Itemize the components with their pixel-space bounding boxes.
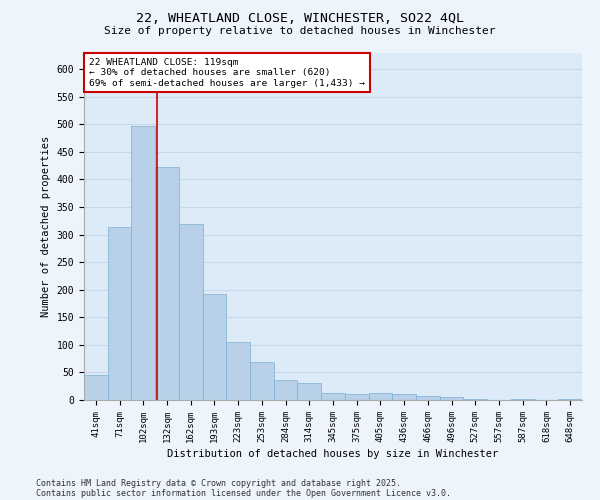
Bar [203,294,226,400]
Bar [392,394,416,400]
Bar [274,380,298,400]
Bar [84,375,108,400]
Text: Contains public sector information licensed under the Open Government Licence v3: Contains public sector information licen… [36,488,451,498]
Bar [226,342,250,400]
Bar [131,126,155,400]
Bar [440,397,463,400]
Bar [345,394,368,400]
Y-axis label: Number of detached properties: Number of detached properties [41,136,51,317]
Bar [321,394,345,400]
Text: Size of property relative to detached houses in Winchester: Size of property relative to detached ho… [104,26,496,36]
Bar [463,399,487,400]
Text: Contains HM Land Registry data © Crown copyright and database right 2025.: Contains HM Land Registry data © Crown c… [36,478,401,488]
Text: 22, WHEATLAND CLOSE, WINCHESTER, SO22 4QL: 22, WHEATLAND CLOSE, WINCHESTER, SO22 4Q… [136,12,464,26]
Bar [179,224,203,400]
Bar [298,384,321,400]
Bar [368,394,392,400]
Bar [511,399,535,400]
Bar [108,228,131,400]
Bar [558,399,582,400]
Text: 22 WHEATLAND CLOSE: 119sqm
← 30% of detached houses are smaller (620)
69% of sem: 22 WHEATLAND CLOSE: 119sqm ← 30% of deta… [89,58,365,88]
X-axis label: Distribution of detached houses by size in Winchester: Distribution of detached houses by size … [167,449,499,459]
Bar [416,396,440,400]
Bar [155,167,179,400]
Bar [250,362,274,400]
